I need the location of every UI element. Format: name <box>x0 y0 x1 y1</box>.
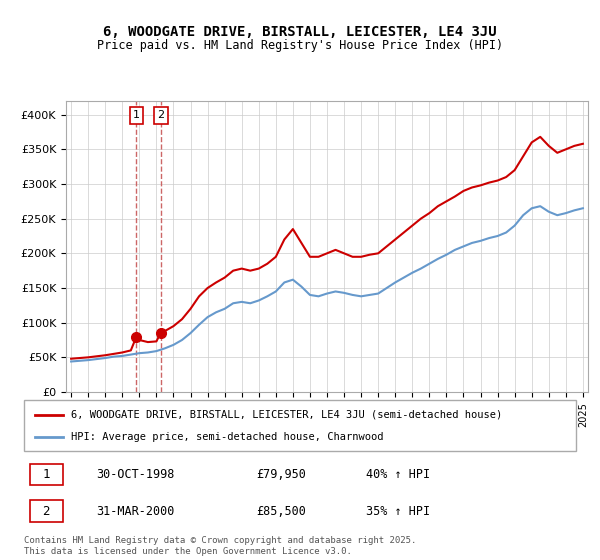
Text: 40% ↑ HPI: 40% ↑ HPI <box>366 468 430 481</box>
Text: 6, WOODGATE DRIVE, BIRSTALL, LEICESTER, LE4 3JU: 6, WOODGATE DRIVE, BIRSTALL, LEICESTER, … <box>103 25 497 39</box>
Text: Price paid vs. HM Land Registry's House Price Index (HPI): Price paid vs. HM Land Registry's House … <box>97 39 503 52</box>
FancyBboxPatch shape <box>29 464 62 486</box>
Text: 6, WOODGATE DRIVE, BIRSTALL, LEICESTER, LE4 3JU (semi-detached house): 6, WOODGATE DRIVE, BIRSTALL, LEICESTER, … <box>71 409 502 419</box>
Text: 2: 2 <box>43 505 50 517</box>
Text: HPI: Average price, semi-detached house, Charnwood: HPI: Average price, semi-detached house,… <box>71 432 383 442</box>
Text: £79,950: £79,950 <box>256 468 306 481</box>
Text: 31-MAR-2000: 31-MAR-2000 <box>96 505 174 517</box>
Text: 35% ↑ HPI: 35% ↑ HPI <box>366 505 430 517</box>
FancyBboxPatch shape <box>24 400 576 451</box>
Text: 1: 1 <box>133 110 140 120</box>
Text: 2: 2 <box>157 110 164 120</box>
Text: 30-OCT-1998: 30-OCT-1998 <box>96 468 174 481</box>
FancyBboxPatch shape <box>29 501 62 522</box>
Text: 1: 1 <box>43 468 50 481</box>
Text: £85,500: £85,500 <box>256 505 306 517</box>
Text: Contains HM Land Registry data © Crown copyright and database right 2025.
This d: Contains HM Land Registry data © Crown c… <box>24 536 416 556</box>
